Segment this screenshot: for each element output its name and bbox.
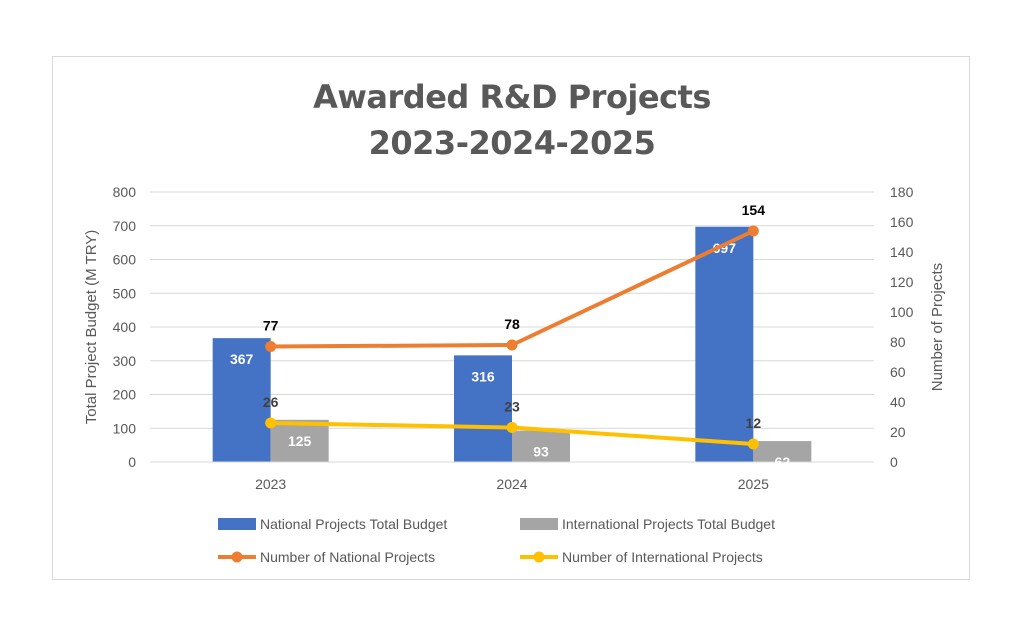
y2-tick-label: 100: [890, 304, 914, 320]
chart-title-line-1: Awarded R&D Projects: [313, 78, 711, 116]
legend-label: Number of International Projects: [562, 549, 763, 565]
line-data-label: 154: [742, 202, 766, 218]
bar: [753, 441, 812, 462]
y2-tick-label: 0: [890, 454, 898, 470]
y2-tick-label: 60: [890, 364, 906, 380]
bar: [270, 419, 329, 462]
y2-tick-label: 20: [890, 424, 906, 440]
x-tick-label: 2025: [738, 476, 769, 492]
bar: [212, 338, 271, 462]
y-axis-label: Total Project Budget (M TRY): [83, 230, 100, 425]
y-tick-label: 100: [113, 420, 137, 436]
y-tick-label: 200: [113, 387, 137, 403]
line-data-label: 12: [746, 415, 762, 431]
line-marker: [506, 339, 518, 351]
legend-label: National Projects Total Budget: [260, 516, 447, 532]
line-marker: [506, 422, 518, 433]
bar-data-label: 93: [533, 444, 549, 460]
y2-tick-label: 140: [890, 244, 914, 260]
legend-label: Number of National Projects: [260, 549, 435, 565]
bar-data-label: 367: [230, 351, 254, 367]
y2-tick-label: 180: [890, 184, 914, 200]
bar-data-label: 62: [775, 454, 791, 470]
y2-axis-label: Number of Projects: [929, 263, 946, 391]
y-tick-label: 500: [113, 285, 137, 301]
y-tick-label: 600: [113, 252, 137, 268]
line-data-label: 77: [263, 318, 279, 334]
line-marker: [747, 225, 759, 237]
chart-frame: [52, 56, 970, 580]
legend-marker: [533, 551, 545, 563]
bar-data-label: 125: [288, 433, 312, 449]
bar: [695, 226, 754, 462]
x-tick-label: 2024: [496, 476, 527, 492]
y2-tick-label: 40: [890, 394, 906, 410]
y-tick-label: 400: [113, 319, 137, 335]
line-data-label: 26: [263, 394, 279, 410]
line-data-label: 78: [504, 316, 520, 332]
line-marker: [747, 438, 759, 450]
legend-swatch: [218, 518, 256, 530]
x-tick-label: 2023: [255, 476, 286, 492]
y-tick-label: 300: [113, 353, 137, 369]
legend-label: International Projects Total Budget: [562, 516, 775, 532]
y2-tick-label: 120: [890, 274, 914, 290]
bar-data-label: 316: [471, 368, 495, 384]
y-tick-label: 0: [128, 454, 136, 470]
y2-tick-label: 160: [890, 214, 914, 230]
chart-title-line-2: 2023-2024-2025: [368, 124, 656, 162]
line-marker: [265, 341, 277, 352]
line-marker: [265, 417, 277, 429]
legend-marker: [231, 551, 243, 563]
y-tick-label: 800: [113, 184, 137, 200]
y2-tick-label: 80: [890, 334, 906, 350]
y-tick-label: 700: [113, 218, 137, 234]
line-data-label: 23: [504, 399, 520, 415]
bar: [512, 430, 570, 462]
legend-swatch: [520, 518, 558, 530]
bar: [454, 355, 512, 462]
